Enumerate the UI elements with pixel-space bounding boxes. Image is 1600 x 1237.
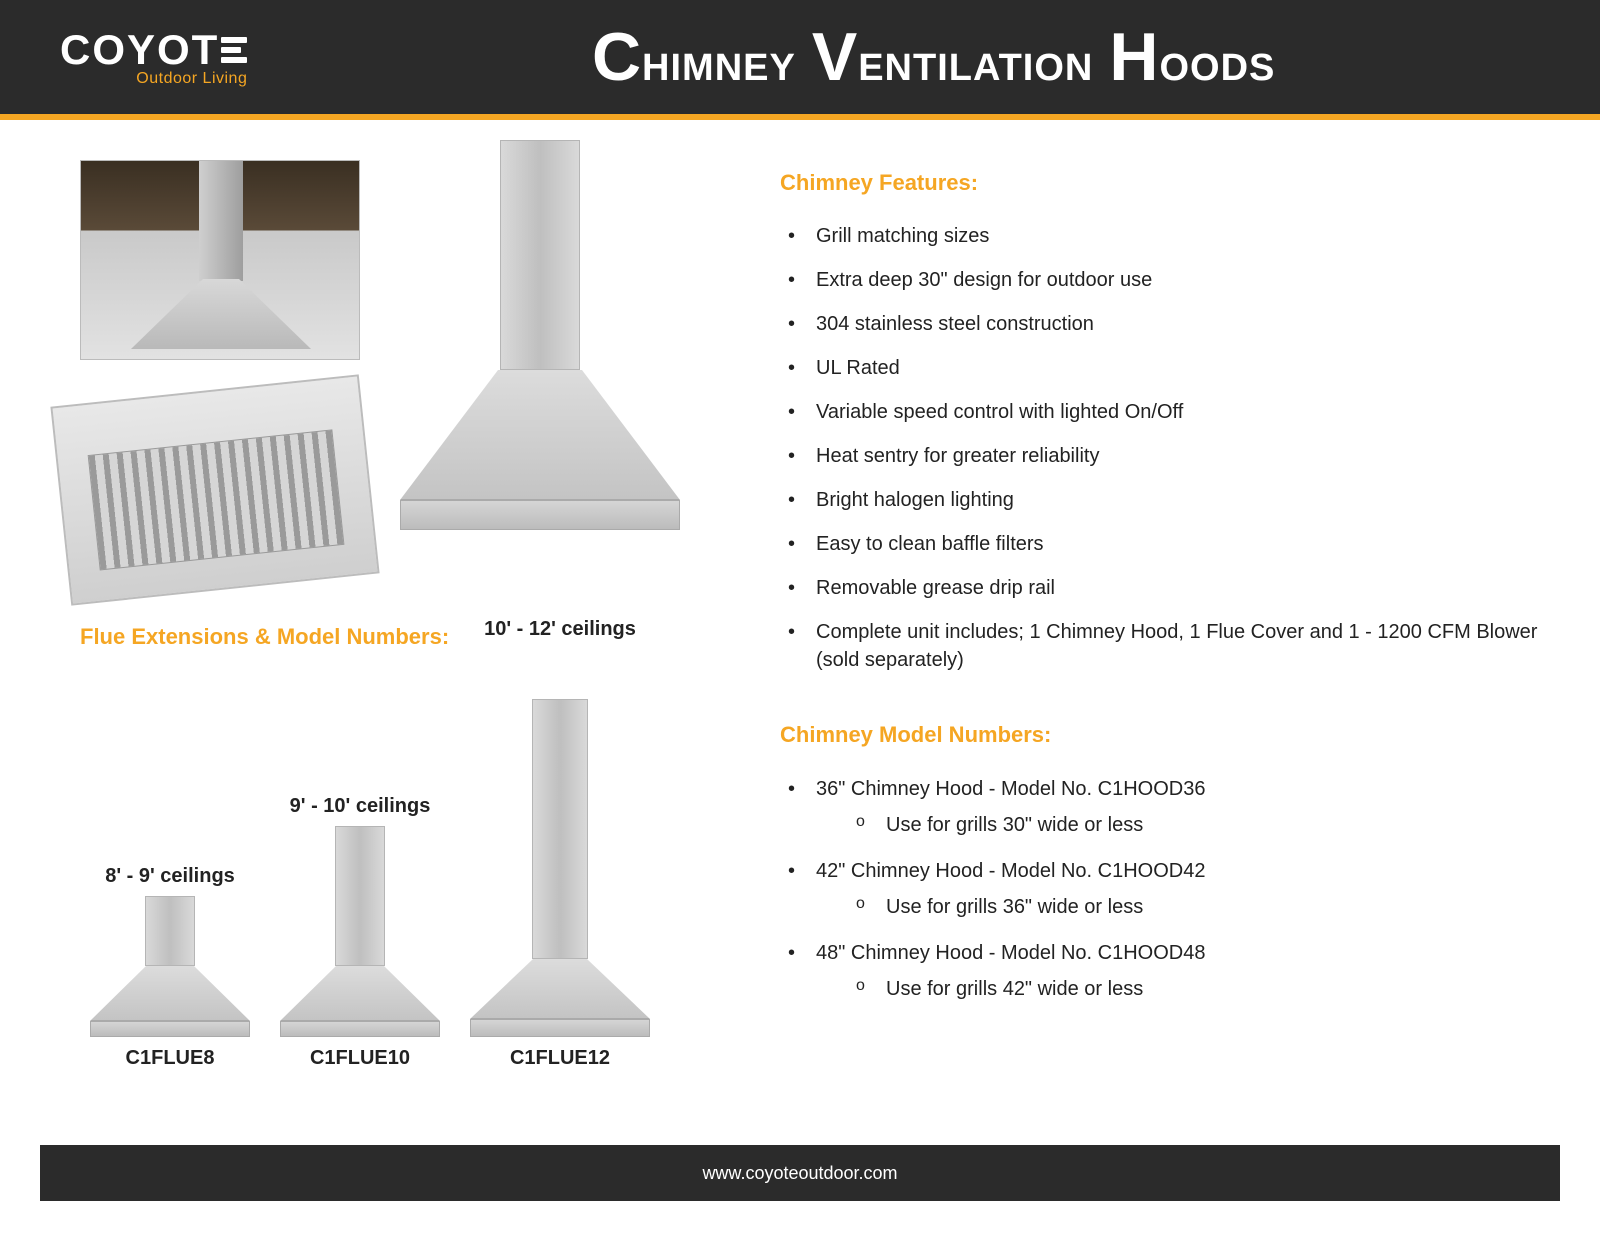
flue-ceiling-label: 9' - 10' ceilings bbox=[270, 794, 450, 818]
flue-item-c1flue12: 10' - 12' ceilings C1FLUE12 bbox=[460, 667, 660, 1070]
model-sub-item: Use for grills 42" wide or less bbox=[816, 974, 1540, 1004]
model-item: 42" Chimney Hood - Model No. C1HOOD42Use… bbox=[780, 848, 1540, 930]
page-title: Chimney Ventilation Hoods bbox=[327, 18, 1540, 96]
brand-name: COYOT bbox=[60, 26, 247, 74]
brand-e-icon bbox=[221, 37, 247, 63]
models-list: 36" Chimney Hood - Model No. C1HOOD36Use… bbox=[780, 766, 1540, 1012]
content-area: Flue Extensions & Model Numbers: 8' - 9'… bbox=[0, 120, 1600, 1130]
features-list: Grill matching sizesExtra deep 30" desig… bbox=[780, 214, 1540, 682]
installed-hood-image bbox=[80, 160, 360, 360]
feature-item: Variable speed control with lighted On/O… bbox=[780, 390, 1540, 434]
feature-item: UL Rated bbox=[780, 346, 1540, 390]
flue-item-c1flue10: 9' - 10' ceilings C1FLUE10 bbox=[270, 794, 450, 1070]
feature-item: 304 stainless steel construction bbox=[780, 302, 1540, 346]
flue-ceiling-label: 10' - 12' ceilings bbox=[460, 617, 660, 641]
feature-item: Grill matching sizes bbox=[780, 214, 1540, 258]
model-sub-item: Use for grills 36" wide or less bbox=[816, 892, 1540, 922]
flue-ceiling-label: 8' - 9' ceilings bbox=[80, 864, 260, 888]
feature-item: Heat sentry for greater reliability bbox=[780, 434, 1540, 478]
feature-item: Removable grease drip rail bbox=[780, 566, 1540, 610]
feature-item: Extra deep 30" design for outdoor use bbox=[780, 258, 1540, 302]
page-header: COYOT Outdoor Living Chimney Ventilation… bbox=[0, 0, 1600, 120]
flue-model-label: C1FLUE12 bbox=[460, 1047, 660, 1070]
brand-tagline: Outdoor Living bbox=[60, 70, 247, 88]
page-footer: www.coyoteoutdoor.com bbox=[40, 1145, 1560, 1201]
brand-logo: COYOT Outdoor Living bbox=[60, 26, 247, 88]
feature-item: Complete unit includes; 1 Chimney Hood, … bbox=[780, 610, 1540, 682]
flue-item-c1flue8: 8' - 9' ceilings C1FLUE8 bbox=[80, 864, 260, 1070]
flue-model-label: C1FLUE10 bbox=[270, 1047, 450, 1070]
baffle-filters-image bbox=[50, 374, 379, 605]
right-column: Chimney Features: Grill matching sizesEx… bbox=[780, 160, 1540, 1110]
flue-extensions-heading: Flue Extensions & Model Numbers: bbox=[80, 624, 449, 650]
flue-model-label: C1FLUE8 bbox=[80, 1047, 260, 1070]
feature-item: Easy to clean baffle filters bbox=[780, 522, 1540, 566]
model-item: 48" Chimney Hood - Model No. C1HOOD48Use… bbox=[780, 930, 1540, 1012]
main-hood-image bbox=[400, 140, 680, 530]
model-sub-item: Use for grills 30" wide or less bbox=[816, 810, 1540, 840]
left-column: Flue Extensions & Model Numbers: 8' - 9'… bbox=[60, 160, 740, 1110]
footer-url: www.coyoteoutdoor.com bbox=[702, 1163, 897, 1184]
features-heading: Chimney Features: bbox=[780, 170, 1540, 196]
models-heading: Chimney Model Numbers: bbox=[780, 722, 1540, 748]
feature-item: Bright halogen lighting bbox=[780, 478, 1540, 522]
model-item: 36" Chimney Hood - Model No. C1HOOD36Use… bbox=[780, 766, 1540, 848]
brand-name-text: COYOT bbox=[60, 26, 219, 74]
